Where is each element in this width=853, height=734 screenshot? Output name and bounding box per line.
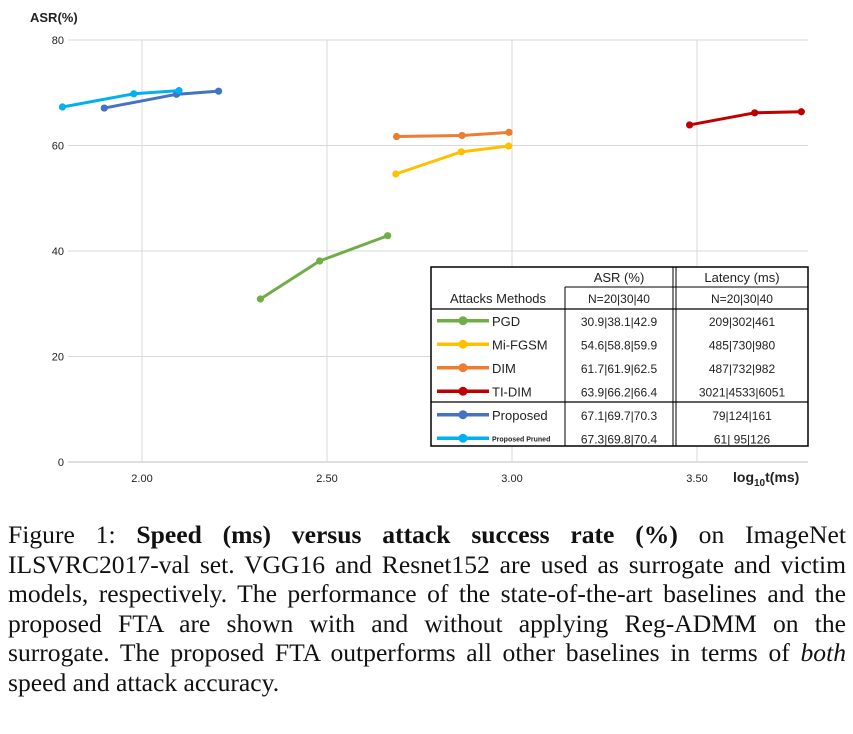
y-tick-label: 0	[58, 457, 64, 469]
data-point	[58, 103, 67, 111]
series-line	[395, 130, 511, 139]
data-point	[797, 108, 805, 116]
series-line	[102, 89, 221, 110]
data-point	[458, 131, 466, 140]
caption-text-end: speed and attack accuracy.	[8, 667, 280, 697]
table-header-n-latency: N=20|30|40	[711, 292, 773, 306]
table-header-latency: Latency (ms)	[704, 270, 779, 285]
data-point	[505, 142, 513, 150]
y-tick-label: 60	[52, 141, 64, 153]
chart: 0 20 40 60 80 2.00 2.50 3.00 3.50 ASR(%) log10t(…	[30, 10, 809, 489]
series-dim	[392, 128, 513, 141]
legend-table: ASR (%) Latency (ms) Attacks Methods N=20|3…	[430, 266, 809, 447]
data-point	[175, 87, 183, 95]
table-header-methods: Attacks Methods	[450, 291, 547, 306]
series-pgd	[256, 232, 392, 303]
caption-prefix: Figure 1:	[8, 520, 137, 549]
legend-method-label: Proposed	[492, 408, 548, 423]
series-line	[258, 234, 390, 301]
y-tick-label: 80	[52, 35, 64, 47]
data-point	[505, 128, 513, 136]
table-latency-value: 487|732|982	[709, 362, 776, 376]
table-latency-value: 3021|4533|6051	[699, 385, 786, 399]
data-point	[384, 232, 392, 240]
data-point	[100, 104, 108, 112]
legend-swatch-marker	[458, 386, 468, 396]
table-header-n-asr: N=20|30|40	[588, 292, 650, 306]
table-latency-value: 209|302|461	[709, 315, 776, 329]
legend-method-label: Proposed Pruned	[492, 436, 550, 443]
data-point	[751, 109, 759, 117]
table-asr-value: 30.9|38.1|42.9	[581, 315, 658, 329]
y-axis-label: ASR(%)	[30, 10, 78, 25]
legend-swatch-marker	[458, 433, 468, 443]
tick-labels: 0 20 40 60 80 2.00 2.50 3.00 3.50	[52, 35, 708, 485]
y-tick-label: 20	[52, 352, 64, 364]
figure-caption: Figure 1: Speed (ms) versus attack succe…	[8, 520, 846, 698]
legend-method-label: DIM	[492, 361, 516, 376]
data-point	[316, 257, 324, 265]
legend-swatch-marker	[458, 410, 468, 420]
series-layer	[58, 87, 805, 303]
data-point	[256, 295, 264, 303]
data-point	[686, 121, 694, 129]
series-line	[394, 144, 511, 176]
series-mi-fgsm	[392, 142, 513, 178]
table-asr-value: 61.7|61.9|62.5	[581, 362, 658, 376]
table-latency-value: 61| 95|126	[714, 432, 771, 446]
table-latency-value: 79|124|161	[712, 409, 772, 423]
caption-italic: both	[800, 638, 846, 668]
table-latency-value: 485|730|980	[709, 338, 776, 352]
legend-method-label: Mi-FGSM	[492, 337, 548, 352]
x-tick-label: 2.50	[316, 473, 337, 485]
table-header-asr: ASR (%)	[594, 270, 645, 285]
data-point	[457, 148, 465, 156]
legend-swatch-marker	[458, 363, 468, 373]
caption-text: on ImageNet ILSVRC2017-val set. VGG16 an…	[8, 520, 847, 668]
y-tick-label: 40	[52, 246, 64, 258]
table-asr-value: 54.6|58.8|59.9	[581, 338, 658, 352]
legend-method-label: TI-DIM	[492, 384, 532, 399]
series-line	[688, 110, 803, 127]
series-proposed	[100, 87, 223, 112]
x-axis-label: log10t(ms)	[733, 469, 799, 489]
data-point	[130, 90, 138, 98]
x-tick-label: 3.00	[501, 473, 522, 485]
caption-bold: Speed (ms) versus attack success rate (%…	[136, 520, 678, 549]
table-border	[430, 266, 809, 447]
data-point	[392, 170, 400, 178]
table-asr-value: 67.3|69.8|70.4	[581, 432, 658, 446]
x-tick-label: 2.00	[131, 473, 152, 485]
series-proposed-pruned	[58, 87, 183, 111]
legend-swatch-marker	[458, 316, 468, 326]
table-asr-value: 67.1|69.7|70.3	[581, 409, 658, 423]
grid	[68, 39, 808, 463]
legend-method-label: PGD	[492, 314, 520, 329]
series-ti-dim	[686, 108, 805, 129]
x-tick-label: 3.50	[686, 473, 707, 485]
table-asr-value: 63.9|66.2|66.4	[581, 385, 658, 399]
data-point	[392, 132, 401, 141]
legend-swatch-marker	[458, 339, 468, 349]
data-point	[214, 87, 223, 95]
